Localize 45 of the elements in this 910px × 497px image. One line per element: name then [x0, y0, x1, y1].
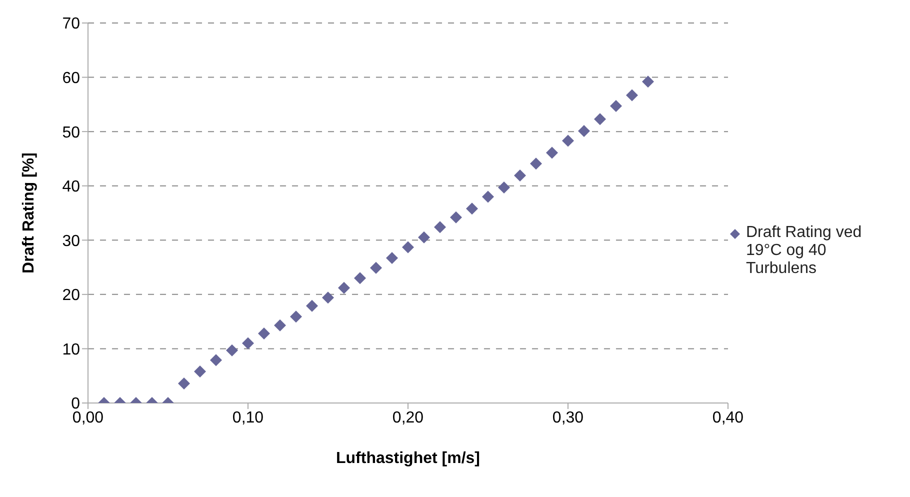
point	[434, 221, 446, 234]
y-tick-label: 10	[62, 341, 80, 358]
point	[322, 292, 334, 304]
point	[242, 337, 254, 350]
point	[450, 211, 462, 224]
point	[306, 300, 318, 312]
y-tick-label: 50	[62, 124, 80, 142]
x-tick-label: 0,40	[712, 409, 744, 426]
point	[402, 241, 414, 254]
y-tick-label: 70	[62, 16, 80, 33]
point	[178, 377, 190, 390]
point	[594, 113, 606, 126]
point	[370, 262, 382, 274]
point	[226, 344, 238, 356]
point	[258, 328, 270, 340]
point	[194, 366, 206, 378]
point	[482, 190, 494, 203]
point	[530, 158, 542, 170]
point	[418, 231, 430, 244]
point	[210, 354, 222, 366]
point	[466, 202, 478, 215]
point	[562, 134, 574, 147]
x-tick-label: 0,00	[72, 409, 104, 426]
point	[338, 282, 350, 294]
y-tick-label: 30	[62, 232, 80, 250]
x-tick-label: 0,10	[232, 409, 264, 426]
point	[546, 146, 558, 159]
point	[610, 100, 622, 112]
point	[354, 272, 366, 284]
x-axis-title: Lufthastighet [m/s]	[336, 450, 480, 467]
y-tick-label: 60	[62, 70, 80, 87]
x-tick-label: 0,30	[552, 409, 584, 426]
y-tick-label: 20	[62, 287, 80, 304]
point	[274, 319, 286, 332]
legend-label: Draft Rating ved 19°C og 40 Turbulens	[746, 224, 863, 278]
point	[386, 252, 398, 264]
point	[578, 125, 590, 138]
point	[290, 310, 302, 323]
point	[626, 89, 638, 102]
point	[642, 76, 654, 88]
x-tick-label: 0,20	[392, 409, 424, 426]
y-tick-label: 40	[62, 178, 80, 196]
point	[514, 170, 526, 182]
y-axis-title: Draft Rating [%]	[20, 152, 38, 274]
point	[498, 181, 510, 194]
